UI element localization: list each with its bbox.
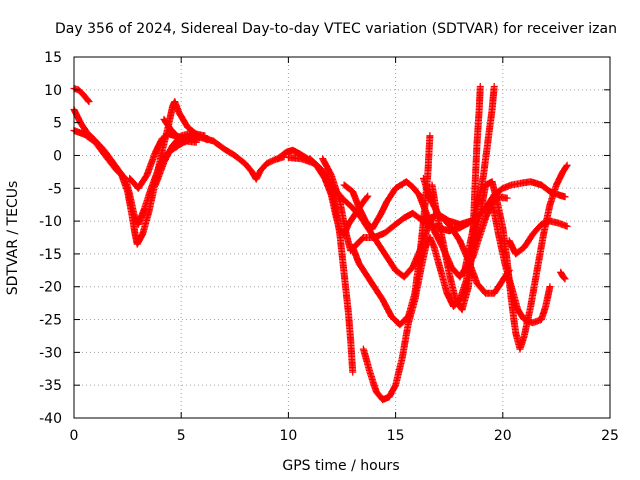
series-arc-18: [420, 174, 475, 228]
x-axis-label: GPS time / hours: [282, 458, 399, 474]
x-tick-label: 25: [601, 428, 619, 444]
x-tick-label: 15: [387, 428, 405, 444]
x-tick-label: 10: [279, 428, 297, 444]
y-tick-label: -30: [39, 345, 62, 361]
data-point-markers: [460, 83, 498, 278]
y-tick-label: 10: [44, 83, 62, 99]
data-point-markers: [488, 197, 554, 327]
y-tick-label: 5: [53, 116, 62, 132]
data-point-markers: [70, 98, 211, 248]
chart-title: Day 356 of 2024, Sidereal Day-to-day VTE…: [55, 21, 617, 37]
series-arc-17: [505, 217, 571, 258]
series-arc-3: [70, 127, 288, 228]
series-arc-15: [460, 83, 498, 278]
y-tick-label: -35: [39, 378, 62, 394]
axis-ticks: 0 5 10 15 20 25 15 10 5 0 -5 -10 -15 -20 -25 -30 -35 -40: [39, 50, 619, 444]
data-marks: [70, 83, 571, 404]
y-tick-label: 0: [53, 148, 62, 164]
plot-frame: [73, 56, 611, 419]
y-tick-label: -10: [39, 214, 62, 230]
x-tick-label: 5: [177, 428, 186, 444]
y-axis-label: SDTVAR / TECUs: [5, 181, 21, 296]
series-arc-16: [488, 197, 554, 327]
data-point-markers: [420, 174, 475, 228]
x-tick-label: 20: [494, 428, 512, 444]
data-point-markers: [160, 115, 200, 146]
y-tick-label: 15: [44, 50, 62, 66]
data-point-markers: [557, 268, 569, 283]
series-arc-2: [70, 98, 211, 248]
y-tick-label: -5: [48, 181, 62, 197]
series-arc-13: [349, 132, 434, 329]
series-arc-6: [160, 115, 200, 146]
y-tick-label: -15: [39, 247, 62, 263]
y-tick-label: -20: [39, 280, 62, 296]
y-tick-label: -25: [39, 313, 62, 329]
x-tick-label: 0: [70, 428, 79, 444]
data-point-markers: [349, 132, 434, 329]
series-arc-19: [557, 268, 569, 283]
data-point-markers: [505, 217, 571, 258]
data-point-markers: [70, 127, 288, 228]
y-tick-label: -40: [39, 411, 62, 427]
